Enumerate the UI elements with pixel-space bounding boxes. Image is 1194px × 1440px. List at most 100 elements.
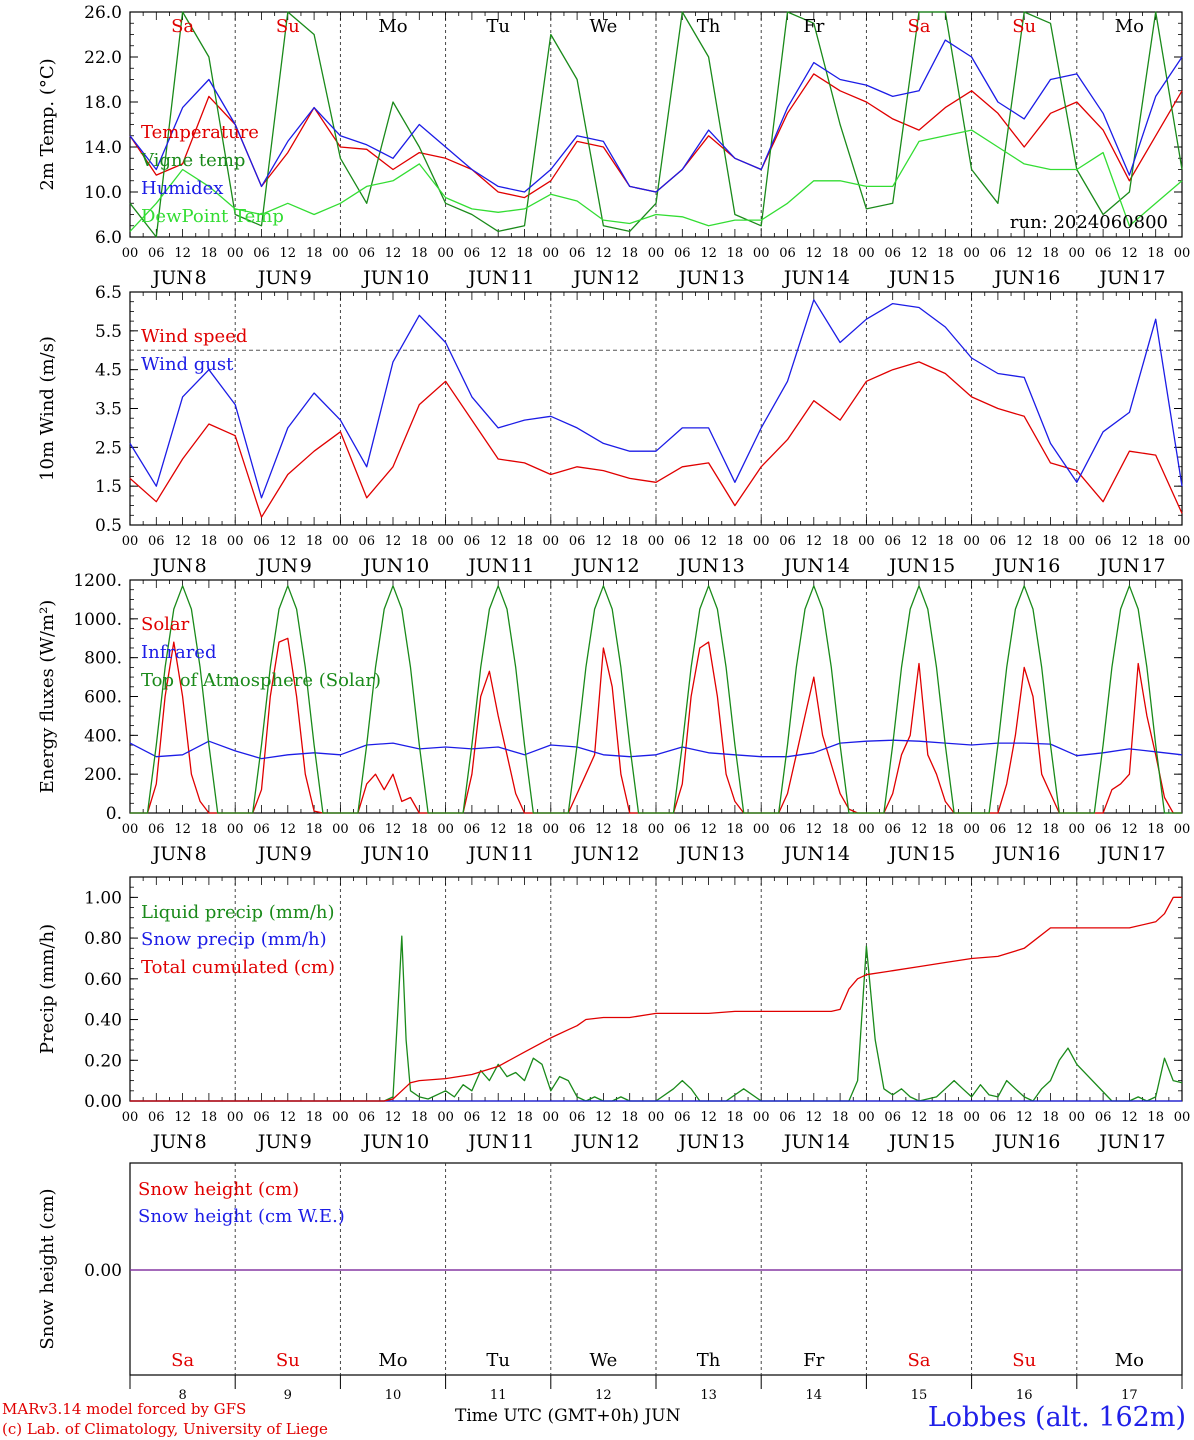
legend-blue: Snow height (cm W.E.) bbox=[138, 1206, 345, 1227]
hour-tick-label: 06 bbox=[779, 246, 796, 261]
weekday-label: Mo bbox=[1115, 16, 1144, 37]
weekday-label: Tu bbox=[486, 16, 510, 37]
legend-green: Liquid precip (mm/h) bbox=[141, 902, 335, 923]
hour-tick-label: 00 bbox=[1069, 1110, 1086, 1125]
day-date-label: 13 bbox=[700, 1388, 717, 1403]
day-date-label: 9 bbox=[300, 1131, 312, 1153]
month-label: JUN bbox=[256, 555, 298, 577]
hour-tick-label: 06 bbox=[253, 1110, 270, 1125]
hour-tick-label: 12 bbox=[700, 534, 717, 549]
hour-tick-label: 06 bbox=[779, 822, 796, 837]
hour-tick-label: 00 bbox=[753, 1110, 770, 1125]
hour-tick-label: 12 bbox=[911, 246, 928, 261]
month-label: JUN bbox=[256, 267, 298, 289]
hour-tick-label: 06 bbox=[779, 1110, 796, 1125]
month-label: JUN bbox=[466, 843, 508, 865]
day-date-label: 17 bbox=[1141, 555, 1165, 577]
day-date-label: 9 bbox=[284, 1388, 292, 1403]
hour-tick-label: 12 bbox=[174, 1110, 191, 1125]
hour-tick-label: 12 bbox=[1016, 246, 1033, 261]
panel-2: 0.5 1.5 2.5 3.5 4.5 5.5 6.5 10m Wind (m/s) Wind … bbox=[37, 283, 1190, 577]
hour-tick-label: 12 bbox=[700, 1110, 717, 1125]
series-line-green bbox=[130, 585, 1182, 814]
hour-tick-label: 12 bbox=[595, 246, 612, 261]
hour-tick-label: 06 bbox=[148, 1110, 165, 1125]
hour-tick-label: 18 bbox=[832, 1110, 849, 1125]
hour-tick-label: 06 bbox=[569, 246, 586, 261]
month-label: JUN bbox=[782, 843, 824, 865]
hour-tick-label: 18 bbox=[1042, 1110, 1059, 1125]
hour-tick-label: 18 bbox=[201, 822, 218, 837]
hour-tick-label: 12 bbox=[911, 1110, 928, 1125]
day-date-label: 13 bbox=[721, 267, 745, 289]
weekday-label: Su bbox=[1012, 1350, 1036, 1371]
month-label: JUN bbox=[466, 1131, 508, 1153]
hour-tick-label: 00 bbox=[1174, 822, 1191, 837]
day-date-label: 17 bbox=[1121, 1388, 1138, 1403]
weekday-label: Fr bbox=[803, 16, 824, 37]
month-label: JUN bbox=[256, 843, 298, 865]
hour-tick-label: 00 bbox=[437, 822, 454, 837]
hour-tick-label: 18 bbox=[937, 822, 954, 837]
month-label: JUN bbox=[151, 555, 193, 577]
hour-tick-label: 18 bbox=[411, 534, 428, 549]
hour-tick-label: 12 bbox=[595, 534, 612, 549]
hour-tick-label: 06 bbox=[148, 246, 165, 261]
hour-tick-label: 18 bbox=[306, 1110, 323, 1125]
weekday-label: Sa bbox=[171, 1350, 194, 1371]
hour-tick-label: 18 bbox=[306, 534, 323, 549]
hour-tick-label: 00 bbox=[753, 246, 770, 261]
day-date-label: 9 bbox=[300, 843, 312, 865]
hour-tick-label: 00 bbox=[543, 246, 560, 261]
hour-tick-label: 06 bbox=[884, 1110, 901, 1125]
hour-tick-label: 00 bbox=[122, 822, 139, 837]
hour-tick-label: 00 bbox=[858, 534, 875, 549]
hour-tick-label: 06 bbox=[990, 534, 1007, 549]
day-date-label: 14 bbox=[806, 1388, 823, 1403]
hour-tick-label: 06 bbox=[358, 534, 375, 549]
hour-tick-label: 00 bbox=[122, 1110, 139, 1125]
hour-tick-label: 06 bbox=[358, 246, 375, 261]
hour-tick-label: 12 bbox=[280, 246, 297, 261]
hour-tick-label: 06 bbox=[674, 246, 691, 261]
hour-tick-label: 06 bbox=[148, 534, 165, 549]
day-date-label: 11 bbox=[510, 267, 534, 289]
hour-tick-label: 06 bbox=[464, 1110, 481, 1125]
hour-tick-label: 12 bbox=[174, 534, 191, 549]
day-date-label: 16 bbox=[1036, 267, 1060, 289]
hour-tick-label: 00 bbox=[858, 1110, 875, 1125]
day-date-label: 8 bbox=[195, 555, 207, 577]
y-tick-label: 0.00 bbox=[84, 1261, 122, 1281]
hour-tick-label: 18 bbox=[516, 1110, 533, 1125]
hour-tick-label: 12 bbox=[806, 534, 823, 549]
hour-tick-label: 18 bbox=[1042, 822, 1059, 837]
y-tick-label: 2.5 bbox=[95, 438, 122, 458]
hour-tick-label: 12 bbox=[174, 822, 191, 837]
hour-tick-label: 00 bbox=[437, 534, 454, 549]
x-axis-title: Time UTC (GMT+0h) JUN bbox=[455, 1406, 681, 1426]
credit-line-2: (c) Lab. of Climatology, University of L… bbox=[2, 1420, 328, 1438]
month-label: JUN bbox=[361, 267, 403, 289]
day-date-label: 11 bbox=[510, 555, 534, 577]
day-date-label: 17 bbox=[1141, 1131, 1165, 1153]
y-tick-label: 6.0 bbox=[95, 228, 122, 248]
month-label: JUN bbox=[571, 1131, 613, 1153]
month-label: JUN bbox=[992, 843, 1034, 865]
hour-tick-label: 12 bbox=[1121, 534, 1138, 549]
hour-tick-label: 06 bbox=[674, 822, 691, 837]
hour-tick-label: 12 bbox=[280, 534, 297, 549]
hour-tick-label: 18 bbox=[306, 822, 323, 837]
day-date-label: 10 bbox=[405, 267, 429, 289]
weekday-label: Su bbox=[1012, 16, 1036, 37]
hour-tick-label: 00 bbox=[1174, 534, 1191, 549]
month-label: JUN bbox=[361, 1131, 403, 1153]
y-tick-label: 10.0 bbox=[84, 183, 122, 203]
hour-tick-label: 00 bbox=[753, 534, 770, 549]
legend-red: Snow height (cm) bbox=[138, 1179, 299, 1200]
series-line-red bbox=[129, 361, 1183, 518]
hour-tick-label: 00 bbox=[648, 246, 665, 261]
hour-tick-label: 06 bbox=[1095, 534, 1112, 549]
hour-tick-label: 06 bbox=[253, 822, 270, 837]
day-date-label: 15 bbox=[931, 1131, 955, 1153]
hour-tick-label: 12 bbox=[385, 1110, 402, 1125]
